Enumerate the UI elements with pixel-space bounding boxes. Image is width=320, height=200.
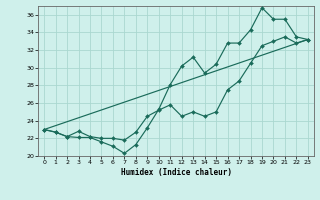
X-axis label: Humidex (Indice chaleur): Humidex (Indice chaleur) [121, 168, 231, 177]
